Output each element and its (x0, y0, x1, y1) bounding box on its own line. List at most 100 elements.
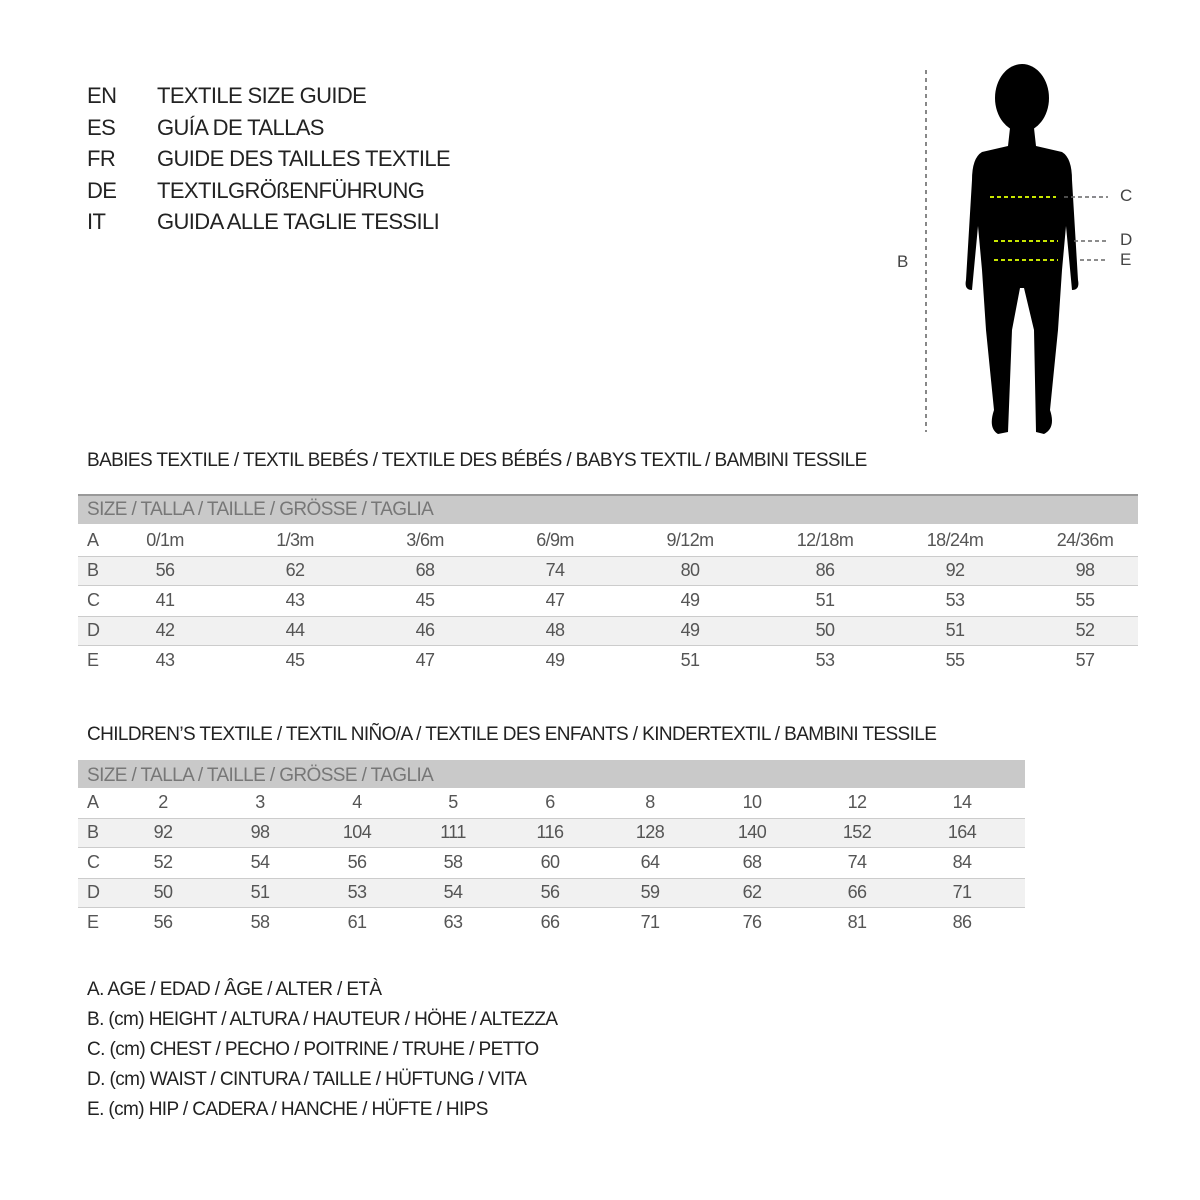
cell: 63 (443, 912, 463, 932)
cell: 68 (742, 852, 762, 872)
row-label: B (87, 560, 99, 580)
cell: 74 (545, 560, 565, 580)
cell: 53 (945, 590, 965, 610)
cell: 60 (540, 852, 560, 872)
legend-line: C. (cm) CHEST / PECHO / POITRINE / TRUHE… (87, 1039, 539, 1060)
cell: 66 (540, 912, 560, 932)
cell: 56 (347, 852, 367, 872)
cell: 50 (815, 620, 835, 640)
cell: 111 (440, 822, 466, 842)
cell: 128 (635, 822, 665, 842)
cell: 51 (680, 650, 700, 670)
cell: 1/3m (276, 530, 314, 550)
cell: 104 (342, 822, 372, 842)
cell: 10 (742, 792, 762, 812)
figure (925, 64, 1108, 434)
figure-label: D (1120, 230, 1132, 249)
cell: 86 (815, 560, 835, 580)
cell: 57 (1075, 650, 1095, 670)
lang-code: EN (87, 83, 117, 108)
cell: 55 (1075, 590, 1095, 610)
cell: 58 (443, 852, 463, 872)
cell: 92 (945, 560, 965, 580)
cell: 47 (415, 650, 435, 670)
cell: 4 (352, 792, 362, 812)
cell: 68 (415, 560, 435, 580)
cell: 81 (847, 912, 867, 932)
cell: 49 (545, 650, 565, 670)
lang-title: TEXTILE SIZE GUIDE (157, 83, 367, 108)
cell: 152 (842, 822, 872, 842)
cell: 52 (1075, 620, 1095, 640)
row-label: E (87, 912, 99, 932)
lang-title: GUIDA ALLE TAGLIE TESSILI (157, 209, 440, 234)
cell: 46 (415, 620, 435, 640)
row-bg (78, 616, 1138, 646)
row-label: D (87, 620, 100, 640)
size-header-bar (78, 494, 1138, 524)
cell: 66 (847, 882, 867, 902)
cell: 3 (255, 792, 265, 812)
row-label: D (87, 882, 100, 902)
cell: 2 (158, 792, 168, 812)
cell: 116 (536, 822, 565, 842)
cell: 9/12m (666, 530, 714, 550)
figure-label: B (897, 252, 908, 271)
cell: 53 (347, 882, 367, 902)
cell: 14 (952, 792, 972, 812)
cell: 18/24m (926, 530, 984, 550)
cell: 62 (285, 560, 305, 580)
legend-line: E. (cm) HIP / CADERA / HANCHE / HÜFTE / … (87, 1099, 488, 1120)
cell: 71 (952, 882, 972, 902)
lang-title: GUIDE DES TAILLES TEXTILE (157, 146, 451, 171)
cell: 56 (153, 912, 173, 932)
cell: 6 (545, 792, 555, 812)
cell: 43 (155, 650, 175, 670)
size-header: SIZE / TALLA / TAILLE / GRÖSSE / TAGLIA (87, 765, 434, 786)
cell: 0/1m (146, 530, 184, 550)
row-bg (78, 556, 1138, 586)
row-label: E (87, 650, 99, 670)
lang-code: FR (87, 146, 116, 171)
cell: 48 (545, 620, 565, 640)
cell: 74 (847, 852, 867, 872)
cell: 45 (285, 650, 305, 670)
cell: 5 (448, 792, 458, 812)
cell: 98 (250, 822, 270, 842)
figure-label: E (1120, 250, 1131, 269)
cell: 3/6m (406, 530, 444, 550)
cell: 24/36m (1056, 530, 1114, 550)
legend-line: A. AGE / EDAD / ÂGE / ALTER / ETÀ (87, 979, 382, 1000)
cell: 49 (680, 620, 700, 640)
size-header: SIZE / TALLA / TAILLE / GRÖSSE / TAGLIA (87, 499, 434, 520)
cell: 54 (443, 882, 463, 902)
cell: 44 (285, 620, 305, 640)
cell: 52 (153, 852, 173, 872)
cell: 43 (285, 590, 305, 610)
cell: 51 (945, 620, 965, 640)
cell: 53 (815, 650, 835, 670)
cell: 42 (155, 620, 175, 640)
row-label: C (87, 852, 100, 872)
table-title: CHILDREN’S TEXTILE / TEXTIL NIÑO/A / TEX… (87, 724, 937, 745)
cell: 56 (540, 882, 560, 902)
cell: 92 (153, 822, 173, 842)
row-bg (78, 818, 1025, 848)
cell: 98 (1075, 560, 1095, 580)
lang-code: DE (87, 177, 117, 203)
cell: 86 (952, 912, 972, 932)
cell: 12 (847, 792, 867, 812)
cell: 51 (815, 590, 835, 610)
row-label: B (87, 822, 99, 842)
cell: 58 (250, 912, 270, 932)
legend-line: D. (cm) WAIST / CINTURA / TAILLE / HÜFTU… (87, 1069, 527, 1090)
legend-line: B. (cm) HEIGHT / ALTURA / HAUTEUR / HÖHE… (87, 1009, 558, 1030)
cell: 50 (153, 882, 173, 902)
cell: 140 (737, 822, 767, 842)
cell: 61 (347, 912, 367, 932)
row-label: C (87, 590, 100, 610)
size-header-bar (78, 760, 1025, 788)
cell: 51 (250, 882, 270, 902)
lang-code: ES (87, 114, 116, 140)
